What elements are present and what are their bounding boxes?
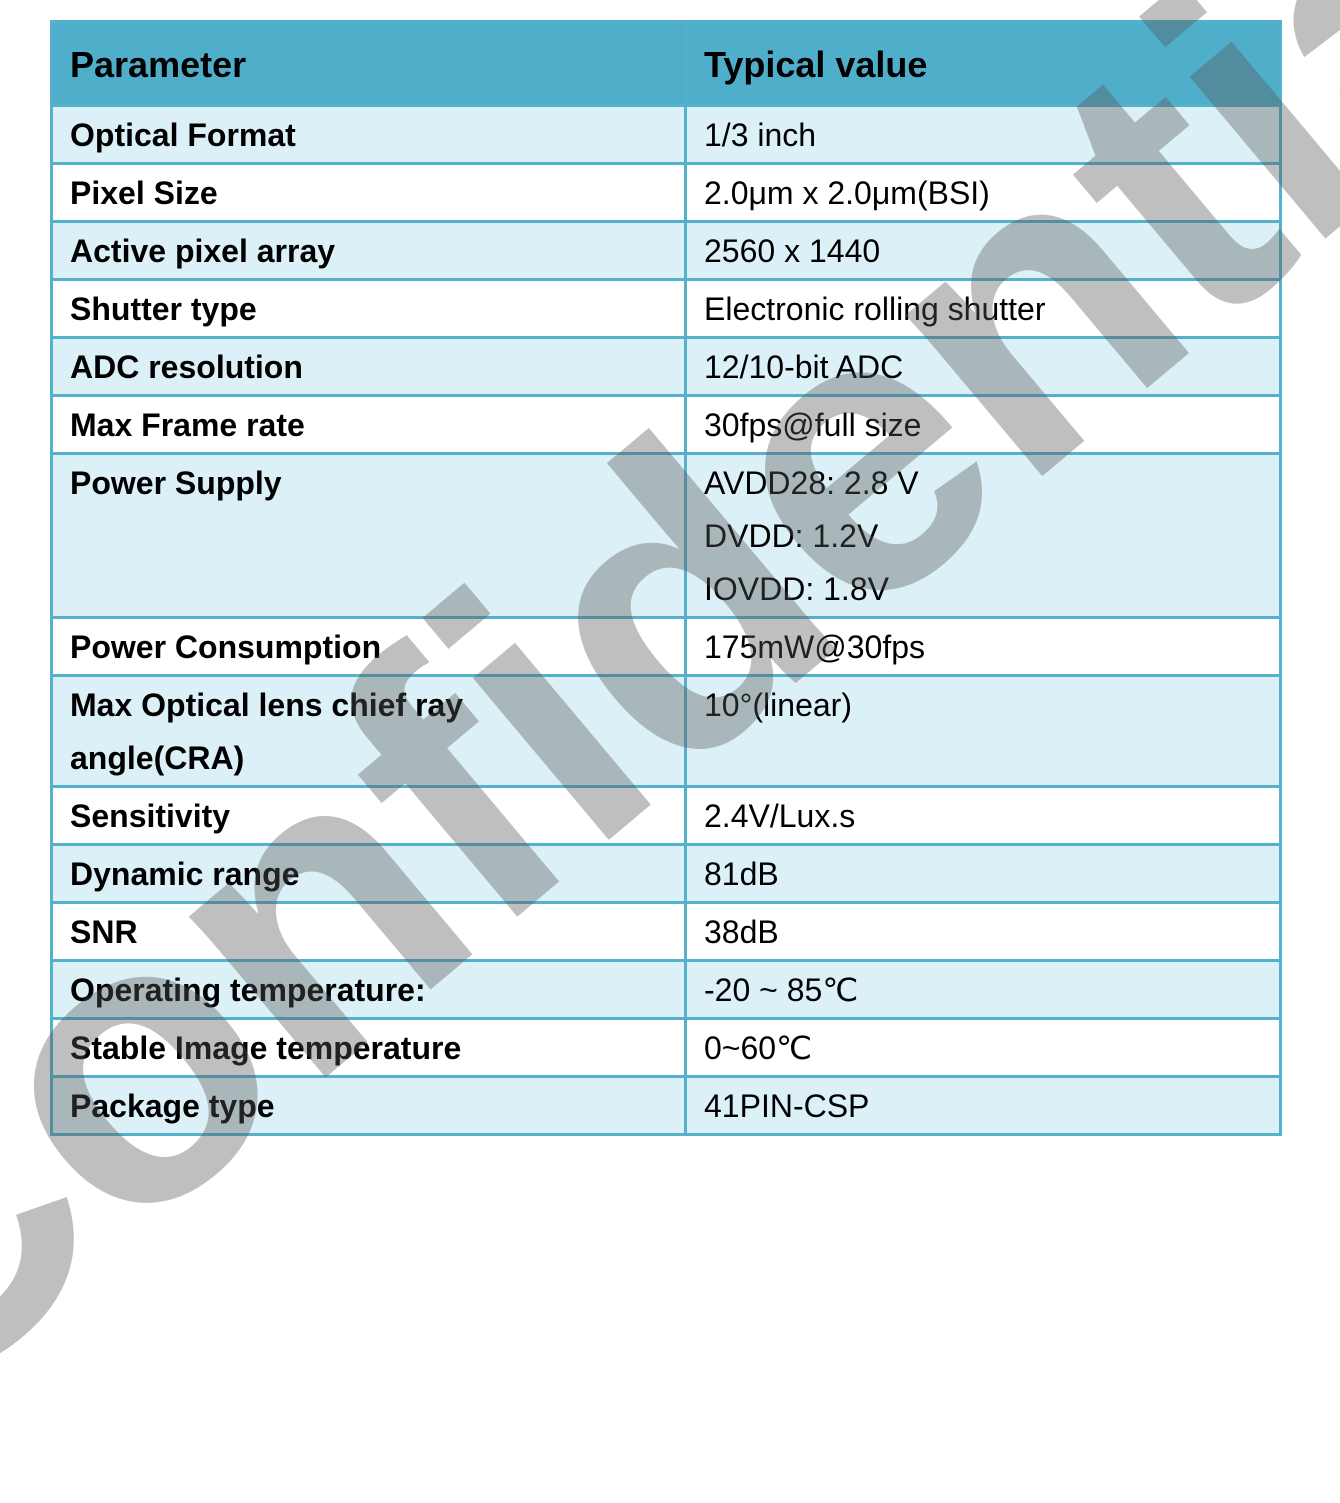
table-row: Package type 41PIN-CSP: [50, 1075, 1282, 1136]
value-cell: 10°(linear): [684, 674, 1282, 788]
table-row: Power Supply AVDD28: 2.8 V DVDD: 1.2V IO…: [50, 452, 1282, 619]
param-cell: Power Supply: [50, 452, 687, 619]
value-cell: Electronic rolling shutter: [684, 278, 1282, 339]
value-cell: 0~60℃: [684, 1017, 1282, 1078]
value-line: AVDD28: 2.8 V: [704, 465, 919, 501]
value-cell: 38dB: [684, 901, 1282, 962]
value-cell: 2.0μm x 2.0μm(BSI): [684, 162, 1282, 223]
param-cell: Optical Format: [50, 104, 687, 165]
value-cell: AVDD28: 2.8 V DVDD: 1.2V IOVDD: 1.8V: [684, 452, 1282, 619]
value-line: IOVDD: 1.8V: [704, 571, 889, 607]
param-cell: Package type: [50, 1075, 687, 1136]
table-row: Operating temperature: -20 ~ 85℃: [50, 959, 1282, 1020]
param-cell: Shutter type: [50, 278, 687, 339]
table-row: Stable Image temperature 0~60℃: [50, 1017, 1282, 1078]
param-cell: Power Consumption: [50, 616, 687, 677]
param-cell: Pixel Size: [50, 162, 687, 223]
header-typical-value: Typical value: [684, 20, 1282, 107]
param-cell: Stable Image temperature: [50, 1017, 687, 1078]
param-cell: Sensitivity: [50, 785, 687, 846]
value-cell: 41PIN-CSP: [684, 1075, 1282, 1136]
table-row: Active pixel array 2560 x 1440: [50, 220, 1282, 281]
table-row: ADC resolution 12/10-bit ADC: [50, 336, 1282, 397]
param-cell: Dynamic range: [50, 843, 687, 904]
param-cell: Max Optical lens chief ray angle(CRA): [50, 674, 687, 788]
table-row: Max Frame rate 30fps@full size: [50, 394, 1282, 455]
table-row: Power Consumption 175mW@30fps: [50, 616, 1282, 677]
table-row: Dynamic range 81dB: [50, 843, 1282, 904]
table-row: Max Optical lens chief ray angle(CRA) 10…: [50, 674, 1282, 788]
param-cell: Operating temperature:: [50, 959, 687, 1020]
table-row: SNR 38dB: [50, 901, 1282, 962]
value-cell: 81dB: [684, 843, 1282, 904]
table-row: Pixel Size 2.0μm x 2.0μm(BSI): [50, 162, 1282, 223]
table-row: Sensitivity 2.4V/Lux.s: [50, 785, 1282, 846]
table-row: Shutter type Electronic rolling shutter: [50, 278, 1282, 339]
value-line: DVDD: 1.2V: [704, 518, 879, 554]
value-cell: 30fps@full size: [684, 394, 1282, 455]
param-line: Max Optical lens chief ray: [70, 687, 464, 723]
value-cell: 12/10-bit ADC: [684, 336, 1282, 397]
header-parameter: Parameter: [50, 20, 687, 107]
spec-table: Parameter Typical value Optical Format 1…: [50, 20, 1282, 1136]
value-cell: 2560 x 1440: [684, 220, 1282, 281]
value-cell: 2.4V/Lux.s: [684, 785, 1282, 846]
value-cell: 1/3 inch: [684, 104, 1282, 165]
param-line: angle(CRA): [70, 740, 245, 776]
table-header-row: Parameter Typical value: [50, 20, 1282, 107]
param-cell: Active pixel array: [50, 220, 687, 281]
param-cell: SNR: [50, 901, 687, 962]
param-cell: ADC resolution: [50, 336, 687, 397]
table-row: Optical Format 1/3 inch: [50, 104, 1282, 165]
value-cell: -20 ~ 85℃: [684, 959, 1282, 1020]
value-cell: 175mW@30fps: [684, 616, 1282, 677]
param-cell: Max Frame rate: [50, 394, 687, 455]
